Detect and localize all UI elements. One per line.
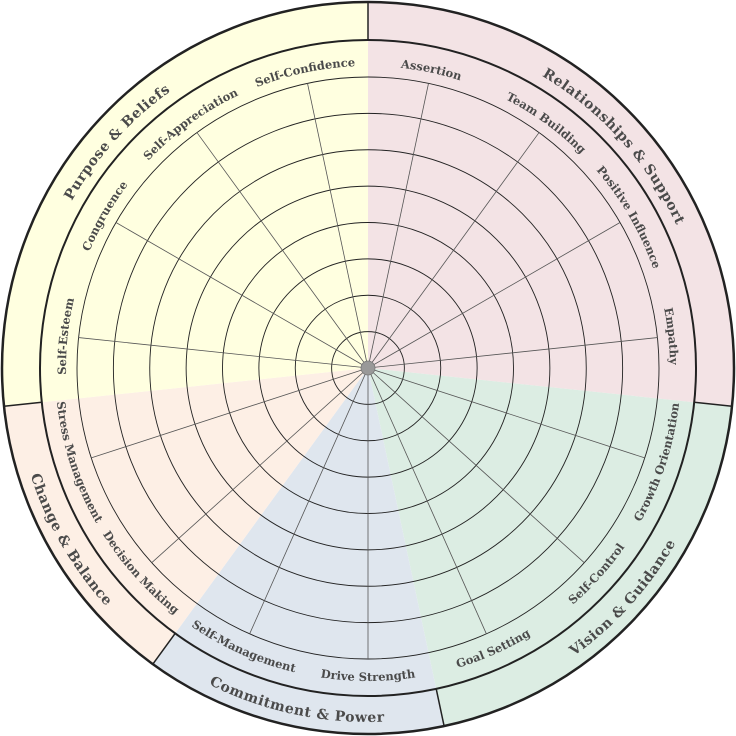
- spoke: [115, 222, 369, 369]
- spoke: [151, 367, 369, 564]
- category-divider: [3, 401, 42, 408]
- spoke: [367, 132, 540, 369]
- center-dot: [360, 360, 376, 376]
- category-divider: [694, 401, 733, 408]
- category-divider: [435, 688, 445, 727]
- spoke: [91, 367, 369, 459]
- spoke: [367, 367, 645, 459]
- spoke: [307, 83, 369, 369]
- sector-vision-guidance: [368, 368, 732, 727]
- spoke: [78, 337, 369, 369]
- spoke: [367, 367, 585, 564]
- sector-change-balance: [4, 368, 369, 665]
- spoke: [367, 367, 487, 635]
- sector-relationships-support: [368, 2, 734, 407]
- category-divider: [152, 632, 176, 665]
- spoke: [367, 222, 621, 369]
- spokes: [3, 2, 733, 727]
- spoke: [367, 337, 658, 369]
- spoke: [249, 367, 369, 635]
- spoke: [367, 83, 429, 369]
- spoke: [196, 132, 369, 369]
- item-label: Drive Strength: [320, 666, 417, 684]
- sector-purpose-beliefs: [1, 2, 368, 407]
- sector-commitment-power: [152, 368, 445, 734]
